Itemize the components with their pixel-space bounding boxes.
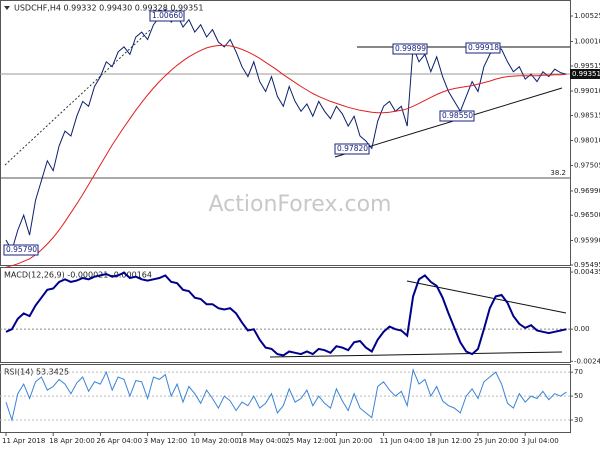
y-tick-label: 0.95495 [574,261,600,269]
trend-line [4,29,151,166]
series-line [5,271,567,357]
annotation: 0.98550 [442,111,473,120]
rsi-panel [0,364,571,433]
macd-trend-line [406,280,567,314]
annotation-box [465,42,501,54]
macd-panel [0,267,571,363]
price-title: USDCHF,H4 0.99332 0.99430 0.99328 0.9935… [14,4,203,13]
series-line [5,45,567,268]
annotation-box [149,10,185,22]
x-tick-label: 10 May 20:00 [191,437,239,445]
x-tick-label: 3 May 12:00 [144,437,188,445]
annotation-box [392,43,428,55]
x-tick-label: 11 Apr 2018 [2,437,45,445]
y-tick-label: 0.97505 [574,161,600,169]
annotation: 0.99918 [468,43,499,52]
last-price-label: 0.99351 [572,70,600,78]
watermark: ActionForex.com [209,192,392,217]
x-tick-label: 11 Jun 04:00 [380,437,424,445]
y-tick-label: 0.00 [574,325,590,333]
menu-icon [4,6,10,10]
x-tick-label: 26 Apr 04:00 [96,437,142,445]
series-line [5,367,567,422]
x-tick-label: 25 Jun 20:00 [474,437,518,445]
annotation: 0.99899 [395,44,426,53]
y-tick-label: 0.004351 [574,268,600,276]
y-tick-label: 0.99515 [574,62,600,70]
annotation: 0.95790 [6,245,37,254]
y-tick-label: 50 [574,392,583,400]
fib-label: 38.2 [550,169,566,177]
y-tick-label: 0.98515 [574,112,600,120]
y-tick-label: 70 [574,368,583,376]
macd-title: MACD(12,26,9) -0.000021 -0.000164 [4,271,152,280]
price-panel [0,0,571,266]
annotation-box [439,110,475,122]
series-line [5,8,567,252]
last-price-box [570,69,600,79]
annotation-box [3,244,39,256]
x-tick-label: 3 Jul 04:00 [521,437,559,445]
annotation-box [334,143,370,155]
x-tick-label: 18 Jun 12:00 [427,437,471,445]
macd-support-line [269,351,563,358]
x-tick-label: 18 May 04:00 [238,437,286,445]
x-tick-label: 1 Jun 20:00 [332,437,372,445]
y-tick-label: 1.00525 [574,12,600,20]
y-tick-label: -0.002448 [574,357,600,365]
x-tick-label: 18 Apr 20:00 [49,437,95,445]
y-tick-label: 30 [574,416,583,424]
x-tick-label: 25 May 12:00 [285,437,333,445]
annotation: 0.97820 [337,144,368,153]
annotation: 1.00660 [152,11,183,20]
